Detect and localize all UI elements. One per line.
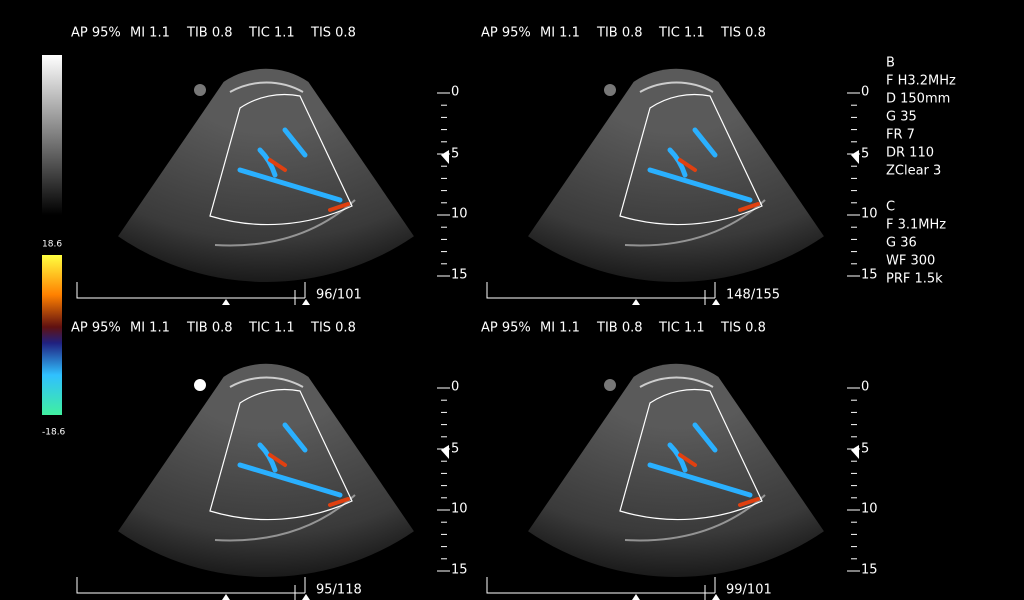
depth-label: 5	[451, 147, 459, 162]
probe-marker	[604, 84, 616, 96]
b-mode-param: D 150mm	[886, 92, 950, 107]
b-mode-param: DR 110	[886, 146, 934, 161]
transducer	[229, 376, 304, 388]
color-max: 18.6	[42, 240, 62, 250]
timeline	[76, 577, 306, 600]
header-item: TIS 0.8	[720, 26, 766, 41]
frame-counter: 148/155	[726, 288, 780, 303]
header-item: MI 1.1	[540, 26, 580, 41]
header-item: TIC 1.1	[248, 321, 295, 336]
header-item: TIS 0.8	[720, 321, 766, 336]
header-item: TIC 1.1	[658, 321, 705, 336]
header-item: AP 95%	[71, 321, 121, 336]
probe-marker	[604, 379, 616, 391]
transducer	[639, 81, 714, 93]
color-box	[619, 93, 763, 226]
color-mode-param: PRF 1.5k	[886, 272, 943, 287]
depth-label: 15	[861, 563, 878, 578]
b-mode-param: B	[886, 56, 895, 71]
header-item: TIC 1.1	[248, 26, 295, 41]
cine-marker	[632, 299, 720, 305]
depth-label: 15	[451, 563, 468, 578]
color-box	[209, 388, 353, 521]
header-item: TIC 1.1	[658, 26, 705, 41]
depth-label: 0	[451, 85, 459, 100]
depth-label: 0	[861, 380, 869, 395]
timeline	[76, 282, 306, 305]
color-mode-param: C	[886, 200, 895, 215]
cine-marker	[222, 594, 310, 600]
color-min: -18.6	[42, 428, 66, 438]
header-item: TIB 0.8	[186, 26, 233, 41]
depth-label: 5	[451, 442, 459, 457]
depth-label: 5	[861, 442, 869, 457]
b-mode-param: ZClear 3	[886, 164, 941, 179]
depth-label: 15	[451, 268, 468, 283]
b-mode-param: G 35	[886, 110, 917, 125]
flow-artery	[678, 158, 760, 212]
header-item: AP 95%	[71, 26, 121, 41]
transducer	[639, 376, 714, 388]
cine-marker	[632, 594, 720, 600]
header-item: TIB 0.8	[596, 26, 643, 41]
header-item: TIS 0.8	[310, 321, 356, 336]
depth-label: 0	[861, 85, 869, 100]
color-mode-param: F 3.1MHz	[886, 218, 946, 233]
b-mode-param: F H3.2MHz	[886, 74, 956, 89]
header-item: AP 95%	[481, 321, 531, 336]
color-box	[209, 93, 353, 226]
gray-bar	[42, 55, 62, 215]
color-mode-param: WF 300	[886, 254, 935, 269]
probe-marker	[194, 84, 206, 96]
focus-marker	[441, 150, 449, 164]
depth-label: 10	[861, 502, 878, 517]
flow-artery	[268, 453, 350, 507]
focus-marker	[441, 445, 449, 459]
panel: AP 95% MI 1.1 TIB 0.8 TIC 1.1 TIS 0.8 0 5 10 15 9…	[481, 321, 878, 600]
cine-marker	[222, 299, 310, 305]
frame-counter: 99/101	[726, 583, 772, 598]
panel: AP 95% MI 1.1 TIB 0.8 TIC 1.1 TIS 0.8 0 5 10 15 1…	[481, 26, 878, 305]
header-item: AP 95%	[481, 26, 531, 41]
timeline	[486, 282, 716, 305]
depth-label: 10	[861, 207, 878, 222]
depth-label: 10	[451, 207, 468, 222]
header-item: TIS 0.8	[310, 26, 356, 41]
depth-label: 15	[861, 268, 878, 283]
transducer	[229, 81, 304, 93]
color-bar	[42, 255, 62, 415]
panel: AP 95% MI 1.1 TIB 0.8 TIC 1.1 TIS 0.8 0 5 10 15 9…	[71, 26, 468, 305]
probe-marker	[194, 379, 206, 391]
color-mode-param: G 36	[886, 236, 917, 251]
timeline	[486, 577, 716, 600]
panel: AP 95% MI 1.1 TIB 0.8 TIC 1.1 TIS 0.8 0 5 10 15 9…	[71, 321, 468, 600]
header-item: MI 1.1	[540, 321, 580, 336]
frame-counter: 95/118	[316, 583, 362, 598]
depth-label: 10	[451, 502, 468, 517]
focus-marker	[851, 150, 859, 164]
header-item: MI 1.1	[130, 26, 170, 41]
focus-marker	[851, 445, 859, 459]
header-item: TIB 0.8	[596, 321, 643, 336]
color-box	[619, 388, 763, 521]
header-item: TIB 0.8	[186, 321, 233, 336]
depth-label: 0	[451, 380, 459, 395]
flow-artery	[268, 158, 350, 212]
frame-counter: 96/101	[316, 288, 362, 303]
b-mode-param: FR 7	[886, 128, 915, 143]
depth-label: 5	[861, 147, 869, 162]
header-item: MI 1.1	[130, 321, 170, 336]
flow-artery	[678, 453, 760, 507]
